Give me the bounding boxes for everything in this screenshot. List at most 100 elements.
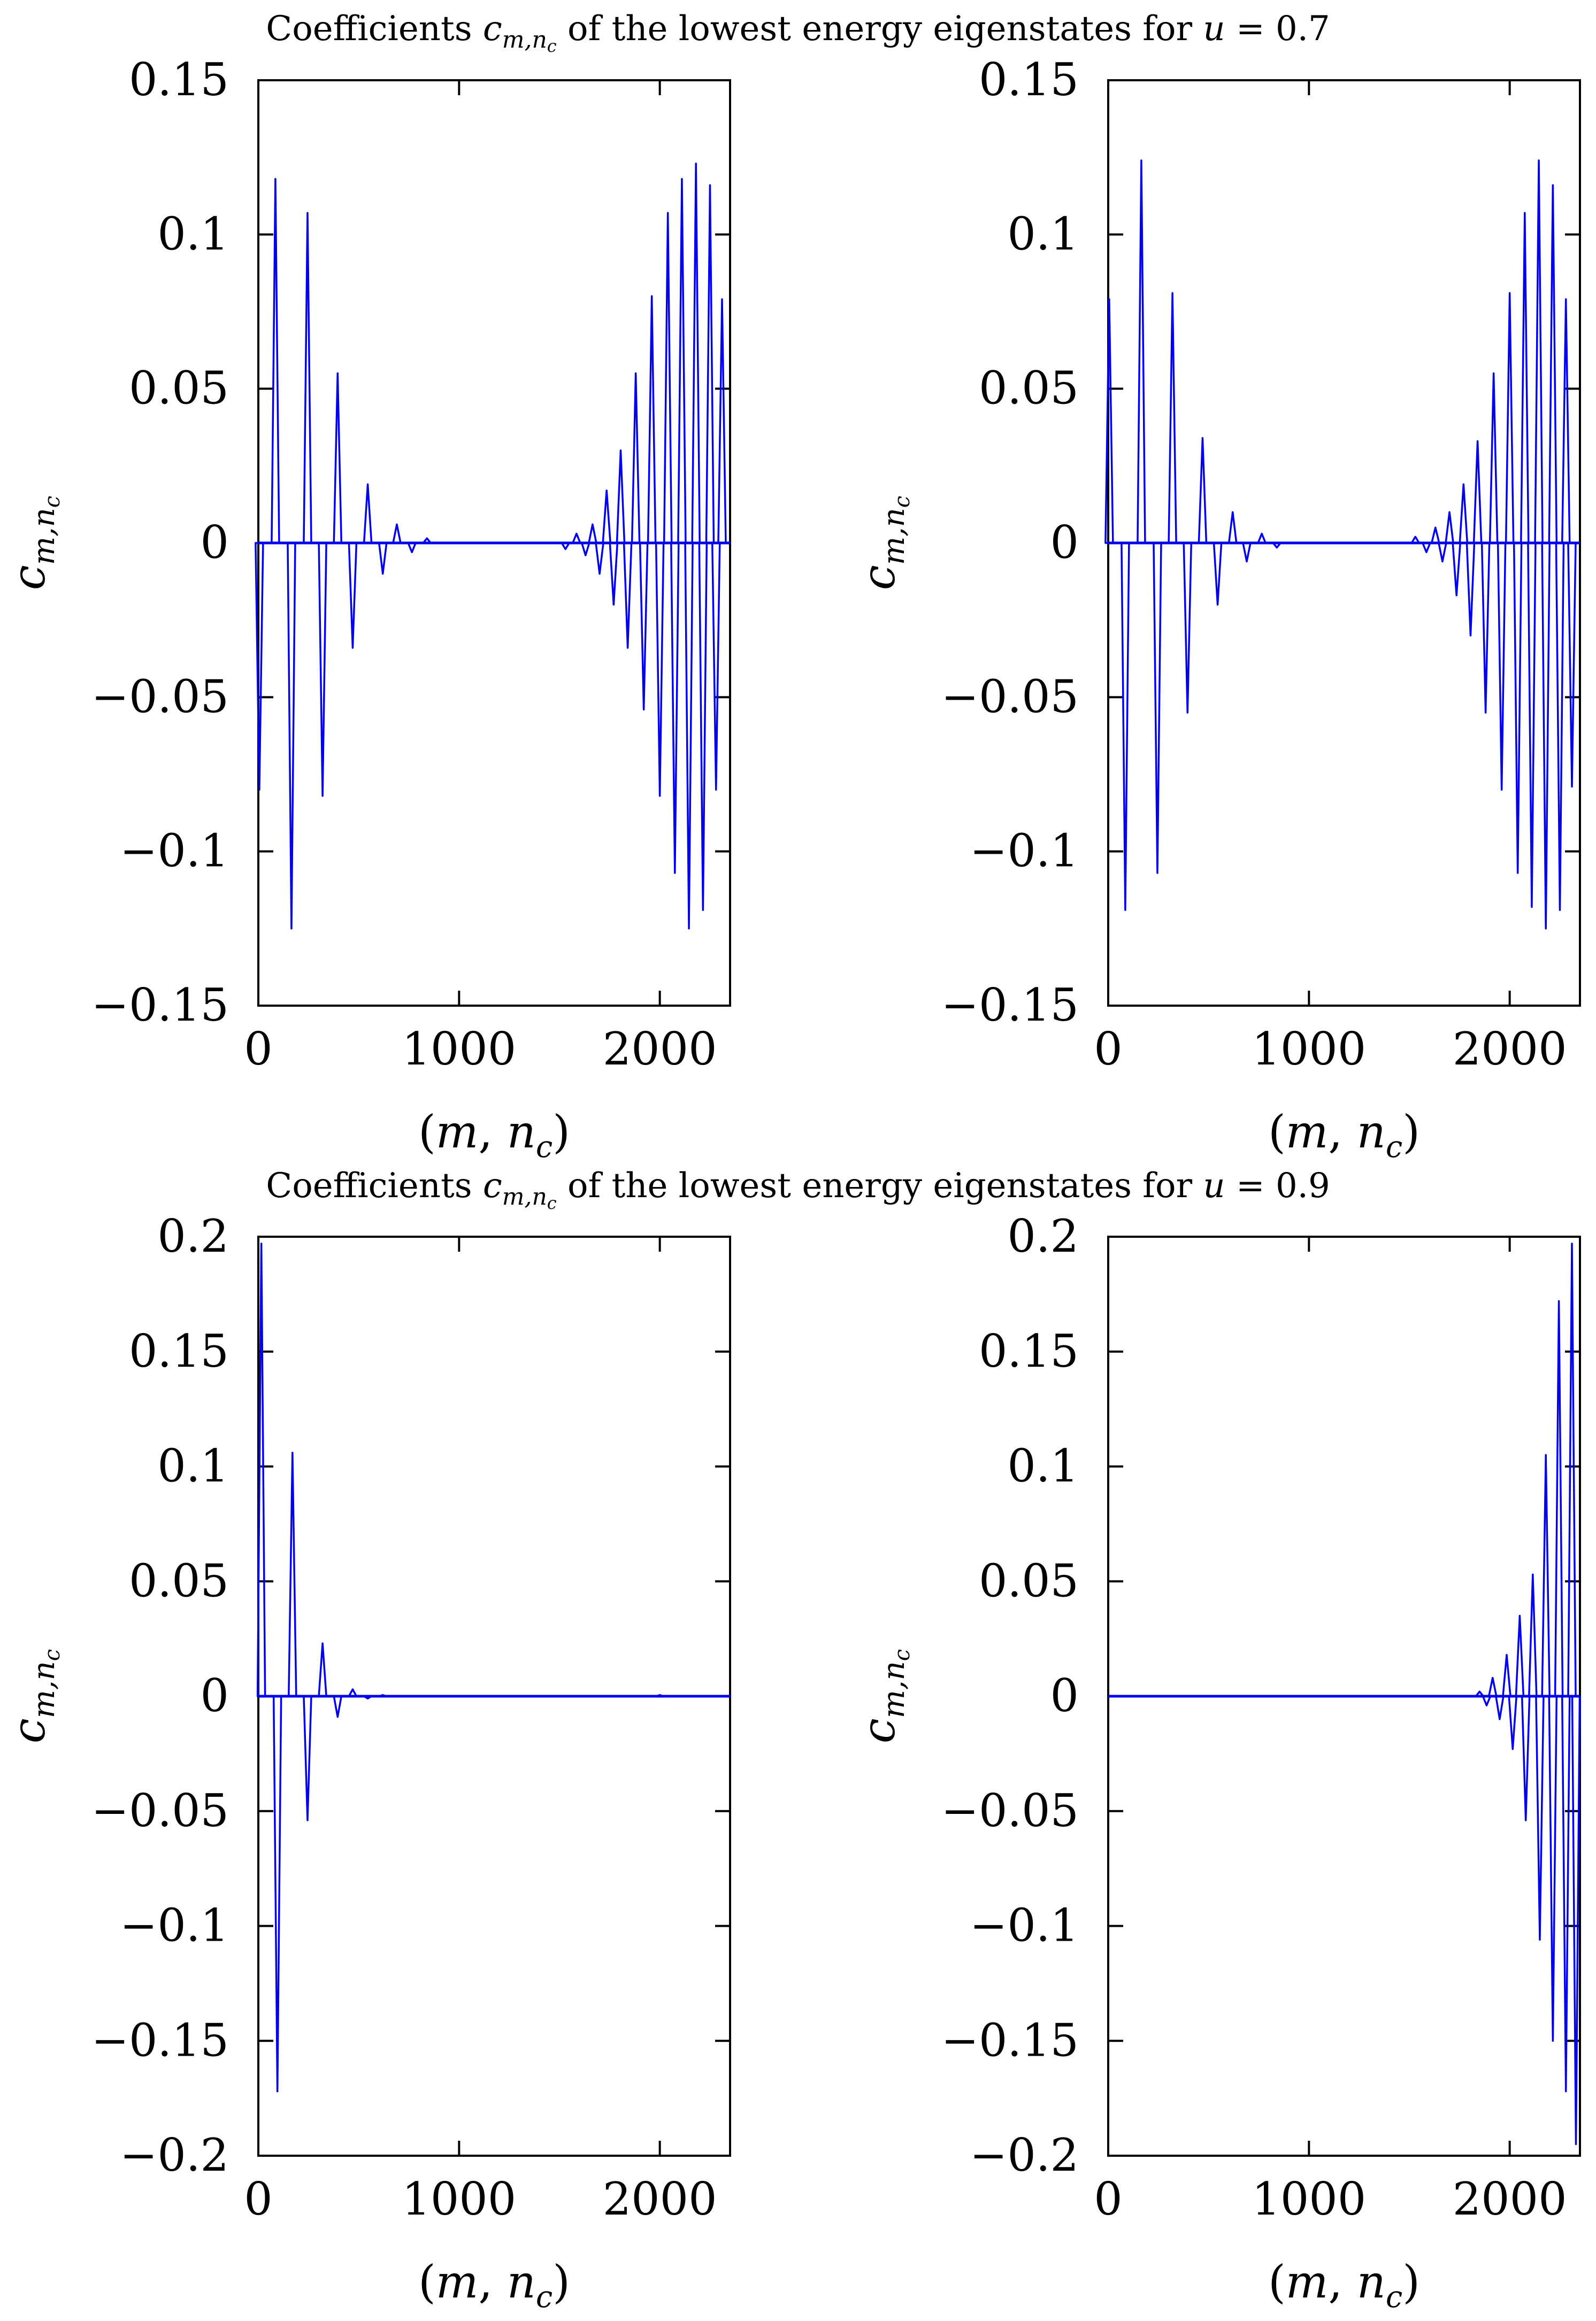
data-point bbox=[351, 647, 354, 649]
y-tick-label: 0.1 bbox=[1007, 1440, 1079, 1492]
chart-panel-3: −0.2 −0.15 −0.1 −0.05 0 0.05 0.1 0.15 0.2 0 1000 20… bbox=[3, 1210, 731, 2315]
y-tick-label: −0.2 bbox=[120, 2129, 229, 2181]
x-tick-label: 0 bbox=[244, 2173, 272, 2225]
y-axis-label: cm,nc bbox=[3, 1649, 65, 1743]
data-point bbox=[1559, 909, 1561, 911]
y-tick-label: 0.15 bbox=[979, 1325, 1079, 1377]
data-point bbox=[1525, 1819, 1527, 1821]
x-tick-label: 2000 bbox=[1453, 1023, 1567, 1075]
data-point bbox=[1186, 711, 1188, 714]
data-point bbox=[291, 1452, 294, 1454]
data-point bbox=[688, 928, 690, 930]
data-point bbox=[651, 295, 653, 297]
series-line bbox=[255, 162, 730, 930]
y-tick-label: 0.1 bbox=[157, 1440, 229, 1492]
data-point bbox=[715, 788, 717, 791]
y-tick-label: −0.05 bbox=[91, 670, 229, 723]
data-point bbox=[709, 184, 711, 186]
data-point bbox=[1552, 2040, 1554, 2042]
data-point bbox=[643, 708, 645, 710]
data-point bbox=[1140, 159, 1142, 162]
data-point bbox=[1539, 1939, 1541, 1941]
data-point bbox=[1499, 1718, 1501, 1720]
data-point bbox=[576, 533, 578, 535]
data-point bbox=[382, 1694, 384, 1696]
data-point bbox=[1565, 2090, 1567, 2093]
y-tick-label: −0.15 bbox=[941, 979, 1079, 1031]
data-point bbox=[258, 788, 260, 791]
x-axis-label: (m, nc) bbox=[418, 1106, 570, 1165]
y-tick-label: −0.05 bbox=[91, 1784, 229, 1837]
x-tick-label: 1000 bbox=[402, 1023, 516, 1075]
top-title: Coefficients cm,nc of the lowest energy … bbox=[266, 9, 1330, 56]
data-point bbox=[1565, 298, 1567, 300]
data-point bbox=[336, 372, 339, 374]
data-point bbox=[1124, 909, 1126, 911]
data-point bbox=[290, 928, 293, 930]
series-line bbox=[256, 1243, 730, 2093]
x-axis-label: (m, nc) bbox=[418, 2256, 570, 2315]
data-point bbox=[1201, 437, 1203, 439]
x-tick-label: 2000 bbox=[1453, 2173, 1567, 2225]
data-point bbox=[351, 1688, 354, 1690]
chart-panel-1: −0.15 −0.1 −0.05 0 0.05 0.1 0.15 0 1000 2000 (m, n… bbox=[3, 53, 731, 1165]
y-tick-label: 0 bbox=[201, 1669, 229, 1722]
data-point bbox=[396, 523, 398, 525]
data-point bbox=[1232, 511, 1234, 513]
data-point bbox=[1276, 547, 1278, 549]
data-point bbox=[612, 603, 615, 606]
y-tick-label: −0.1 bbox=[120, 1899, 229, 1952]
x-tick-label: 0 bbox=[1094, 2173, 1122, 2225]
data-point bbox=[1575, 2143, 1577, 2146]
data-point bbox=[667, 212, 669, 214]
data-point bbox=[1246, 561, 1248, 563]
data-point bbox=[1261, 533, 1263, 535]
data-point bbox=[627, 647, 629, 649]
y-axis-label: cm,nc bbox=[853, 1649, 915, 1743]
y-tick-label: 0.05 bbox=[979, 1554, 1079, 1607]
data-point bbox=[1518, 1615, 1521, 1617]
data-point bbox=[702, 909, 704, 911]
y-tick-label: 0 bbox=[1050, 516, 1079, 569]
y-tick-label: −0.05 bbox=[941, 670, 1079, 723]
data-point bbox=[1558, 1300, 1560, 1302]
y-tick-label: 0.05 bbox=[129, 1554, 229, 1607]
y-tick-label: −0.05 bbox=[941, 1784, 1079, 1837]
data-point bbox=[274, 178, 277, 180]
y-tick-label: 0.15 bbox=[979, 53, 1079, 106]
data-point bbox=[1217, 603, 1219, 606]
x-tick-label: 1000 bbox=[1252, 1023, 1366, 1075]
x-tick-label: 1000 bbox=[1252, 2173, 1366, 2225]
data-point bbox=[1108, 298, 1110, 300]
x-tick-label: 2000 bbox=[603, 2173, 717, 2225]
data-point bbox=[564, 548, 566, 550]
y-tick-label: −0.15 bbox=[91, 979, 229, 1031]
x-tick-label: 2000 bbox=[603, 1023, 717, 1075]
data-point bbox=[659, 795, 661, 797]
data-point bbox=[1448, 511, 1451, 513]
y-tick-label: 0.2 bbox=[157, 1210, 229, 1262]
data-point bbox=[277, 2090, 279, 2093]
data-point bbox=[1538, 159, 1540, 162]
x-tick-label: 0 bbox=[1094, 1023, 1122, 1075]
data-point bbox=[1485, 711, 1487, 714]
data-point bbox=[336, 1716, 339, 1718]
data-point bbox=[367, 483, 369, 485]
data-point bbox=[1492, 1677, 1494, 1679]
data-point bbox=[1171, 292, 1173, 294]
data-point bbox=[659, 1694, 661, 1696]
data-point bbox=[1469, 634, 1471, 637]
data-point bbox=[321, 795, 324, 797]
y-tick-label: −0.15 bbox=[91, 2014, 229, 2066]
x-axis-label: (m, nc) bbox=[1268, 1106, 1420, 1165]
data-point bbox=[1441, 561, 1444, 563]
x-tick-label: 0 bbox=[244, 1023, 272, 1075]
y-tick-label: 0.1 bbox=[157, 208, 229, 260]
data-point bbox=[426, 537, 428, 539]
data-point bbox=[1501, 788, 1503, 791]
y-tick-label: 0.2 bbox=[1007, 1210, 1079, 1262]
data-point bbox=[382, 573, 384, 575]
data-point bbox=[1517, 872, 1519, 874]
data-point bbox=[1493, 372, 1495, 374]
data-point bbox=[1434, 526, 1437, 528]
